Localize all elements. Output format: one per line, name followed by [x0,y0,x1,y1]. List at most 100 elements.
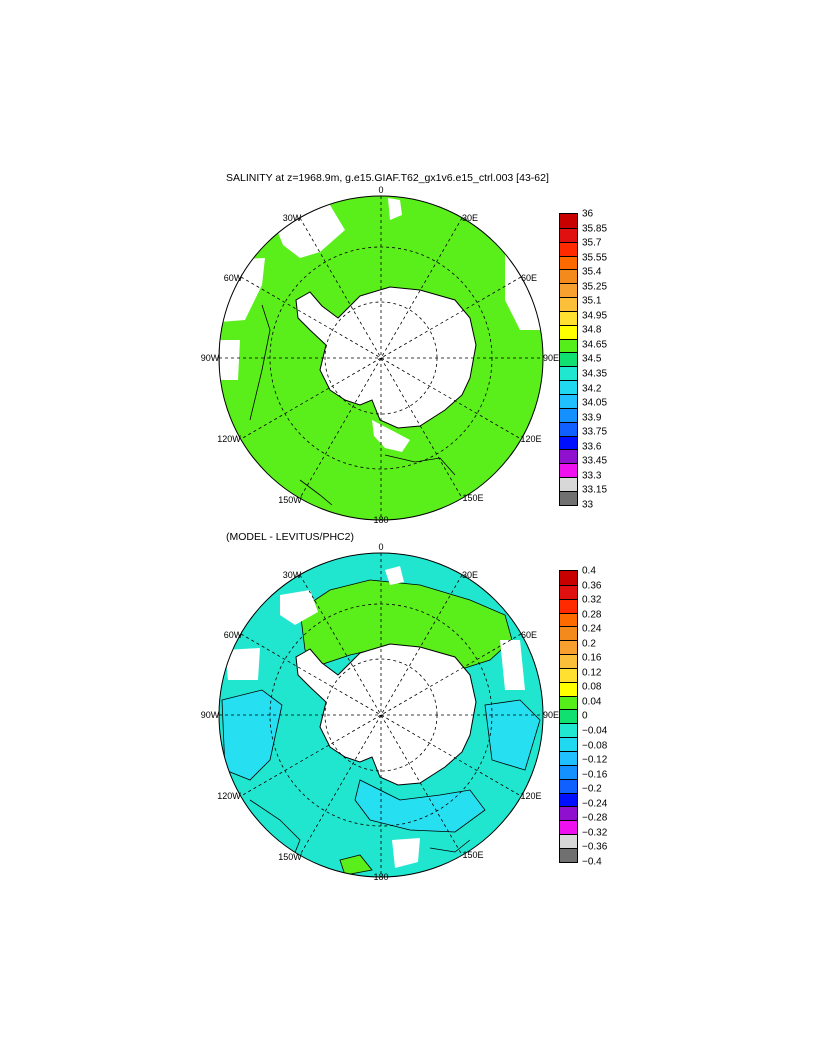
colorbar-tick-label: −0.28 [582,812,608,824]
map2-negative-region [354,779,486,833]
map1-title: SALINITY at z=1968.9m, g.e15.GIAF.T62_gx… [226,172,549,184]
colorbar-swatch [560,269,577,284]
colorbar-tick-label: 0.12 [582,667,602,679]
colorbar-tick-label: −0.4 [582,856,602,868]
colorbar-tick-label: 33.45 [582,455,608,467]
map1-lon-label: 150W [278,495,302,505]
colorbar-tick-label: 35.4 [582,266,602,278]
colorbar-swatch [560,847,577,862]
colorbar-tick-label: −0.36 [582,841,608,853]
map2-lon-label: 120W [217,791,241,801]
colorbar-tick-label: 35.1 [582,295,602,307]
colorbar-swatch [560,640,577,655]
colorbar-tick-label: 0.16 [582,652,602,664]
map1-nodata-patch [220,340,240,380]
colorbar-tick-label: 0.2 [582,638,596,650]
map2-nodata-patch [392,838,420,868]
colorbar-swatch [560,407,577,422]
map2-lon-label: 30E [461,570,479,580]
colorbar-tick-label: −0.12 [582,754,608,766]
map1-lon-label: 120W [217,434,241,444]
colorbar-swatch [560,310,577,325]
colorbar-tick-label: 0 [582,710,588,722]
colorbar-tick-label: 0.28 [582,609,602,621]
map1-globe [218,195,544,521]
colorbar-tick-label: 33.75 [582,426,608,438]
colorbar-tick-label: 35.7 [582,237,602,249]
map2-antarctica [295,643,477,786]
map2-colorbar [559,570,578,863]
colorbar-swatch [560,681,577,696]
colorbar-swatch [560,654,577,668]
colorbar-tick-label: −0.04 [582,725,608,737]
map2-nodata-patch [280,590,318,625]
map2-lon-label: 90W [200,710,220,720]
map1-lon-label: 90W [200,353,220,363]
colorbar-swatch [560,695,577,710]
map2-nodata-patch [385,566,404,585]
colorbar-tick-label: 36 [582,208,594,220]
colorbar-swatch [560,380,577,394]
map2-lon-label: 180 [373,872,389,882]
colorbar-tick-label: 35.55 [582,252,608,264]
colorbar-tick-label: 0.08 [582,681,602,693]
colorbar-tick-label: 34.2 [582,383,602,394]
colorbar-swatch [560,297,577,311]
colorbar-tick-label: 34.65 [582,339,608,351]
colorbar-tick-label: −0.2 [582,783,602,795]
map2-lon-label: 60W [223,630,243,640]
colorbar-tick-label: 0.04 [582,696,602,708]
map2-title: (MODEL - LEVITUS/PHC2) [226,531,354,543]
colorbar-swatch [560,723,577,738]
map2-border [218,552,544,878]
colorbar-swatch [560,834,577,848]
map2-lon-label: 120E [520,791,542,801]
colorbar-swatch [560,806,577,821]
colorbar-tick-label: 0.24 [582,623,602,635]
map1-lon-label: 30E [461,213,479,223]
colorbar-tick-label: 34.35 [582,368,608,380]
colorbar-swatch [560,737,577,751]
colorbar-swatch [560,255,577,270]
colorbar-swatch [560,449,577,464]
colorbar-swatch [560,584,577,599]
map2-lon-label: 150W [278,852,302,862]
colorbar-tick-label: 0.4 [582,565,596,577]
colorbar-tick-label: −0.16 [582,769,608,781]
map2-globe [218,552,544,878]
colorbar-swatch [560,366,577,381]
map1-contour [299,479,333,506]
map2-lon-label: 90E [542,710,560,720]
colorbar-swatch [560,338,577,353]
map2-lon-label: 60E [520,630,538,640]
colorbar-swatch [560,667,577,682]
map2-positive-patch [339,854,373,876]
colorbar-swatch [560,778,577,793]
colorbar-swatch [560,792,577,807]
map1-antarctica-shelf [372,420,410,452]
colorbar-tick-label: 0.36 [582,580,602,592]
map2-contour [429,839,471,853]
map1-colorbar [559,213,578,506]
colorbar-swatch [560,750,577,765]
colorbar-tick-label: 35.85 [582,223,608,235]
colorbar-tick-label: −0.32 [582,827,608,839]
colorbar-tick-label: 34.05 [582,397,608,409]
colorbar-swatch [560,421,577,436]
colorbar-swatch [560,490,577,505]
map1-lon-label: 30W [282,213,302,223]
map2-lon-label: 30W [282,570,302,580]
colorbar-swatch [560,571,577,585]
map1-contour [249,304,271,421]
map1-lon-label: 0 [378,185,384,195]
map2-nodata-patch [225,648,260,680]
map1-border [218,195,544,521]
map1-antarctica [295,286,477,429]
map1-lon-label: 180 [373,515,389,525]
colorbar-swatch [560,463,577,478]
colorbar-tick-label: −0.08 [582,740,608,751]
map1-lon-label: 60E [520,273,538,283]
map1-contour [384,454,456,476]
colorbar-tick-label: 34.8 [582,324,602,336]
